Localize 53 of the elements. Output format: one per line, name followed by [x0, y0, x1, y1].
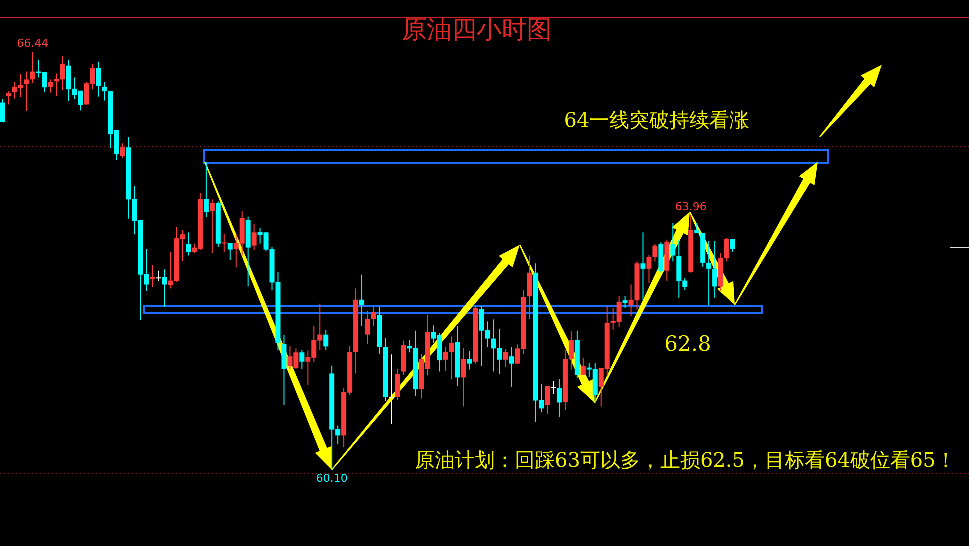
candlestick — [580, 357, 586, 376]
candlestick — [324, 330, 329, 351]
candlestick — [228, 242, 233, 261]
candlestick — [646, 254, 652, 284]
candlestick — [48, 79, 54, 94]
candlestick — [366, 310, 370, 345]
candlestick — [724, 237, 730, 262]
candlestick — [300, 350, 305, 370]
candlestick — [461, 348, 466, 408]
candlestick — [371, 306, 376, 327]
candlestick — [120, 143, 126, 159]
annotation: 63.96 — [675, 200, 707, 214]
candlestick — [694, 222, 700, 234]
candlestick — [568, 331, 574, 370]
annotation: 原油计划：回踩63可以多，止损62.5，目标看64破位看65！ — [415, 448, 956, 472]
candlestick — [360, 274, 365, 327]
candlestick — [449, 336, 454, 380]
annotation: 64一线突破持续看涨 — [564, 108, 750, 132]
candlestick — [389, 354, 394, 426]
annotation: 62.8 — [664, 332, 712, 356]
candlestick — [210, 199, 215, 254]
candlestick — [545, 386, 550, 414]
candlestick — [670, 222, 676, 262]
candlestick — [204, 162, 209, 218]
candlestick — [640, 232, 646, 300]
candlestick — [527, 255, 532, 320]
annotation: 66.44 — [17, 37, 49, 50]
candlestick — [467, 350, 472, 370]
candlestick — [102, 82, 108, 102]
chart-title: 原油四小时图 — [402, 15, 552, 44]
candlestick — [712, 240, 718, 298]
candlestick — [622, 295, 628, 309]
candlestick — [556, 378, 562, 418]
annotation: 60.10 — [316, 472, 348, 485]
candlestick — [156, 270, 162, 282]
candlestick — [222, 233, 227, 253]
candlestick — [252, 224, 257, 251]
candlestick — [150, 264, 156, 288]
candlestick — [186, 232, 191, 256]
candlestick — [0, 98, 6, 124]
candlestick — [509, 346, 514, 388]
candlestick — [30, 52, 36, 84]
candlestick — [24, 71, 30, 112]
candlestick — [96, 61, 102, 98]
candlestick — [443, 346, 448, 372]
candlestick — [6, 91, 12, 106]
candlestick — [162, 269, 168, 308]
candlestick — [503, 348, 508, 368]
candlestick — [706, 240, 712, 306]
candlestick — [395, 368, 400, 401]
candlestick — [550, 380, 556, 395]
candlestick — [730, 238, 736, 253]
candlestick — [652, 244, 658, 262]
